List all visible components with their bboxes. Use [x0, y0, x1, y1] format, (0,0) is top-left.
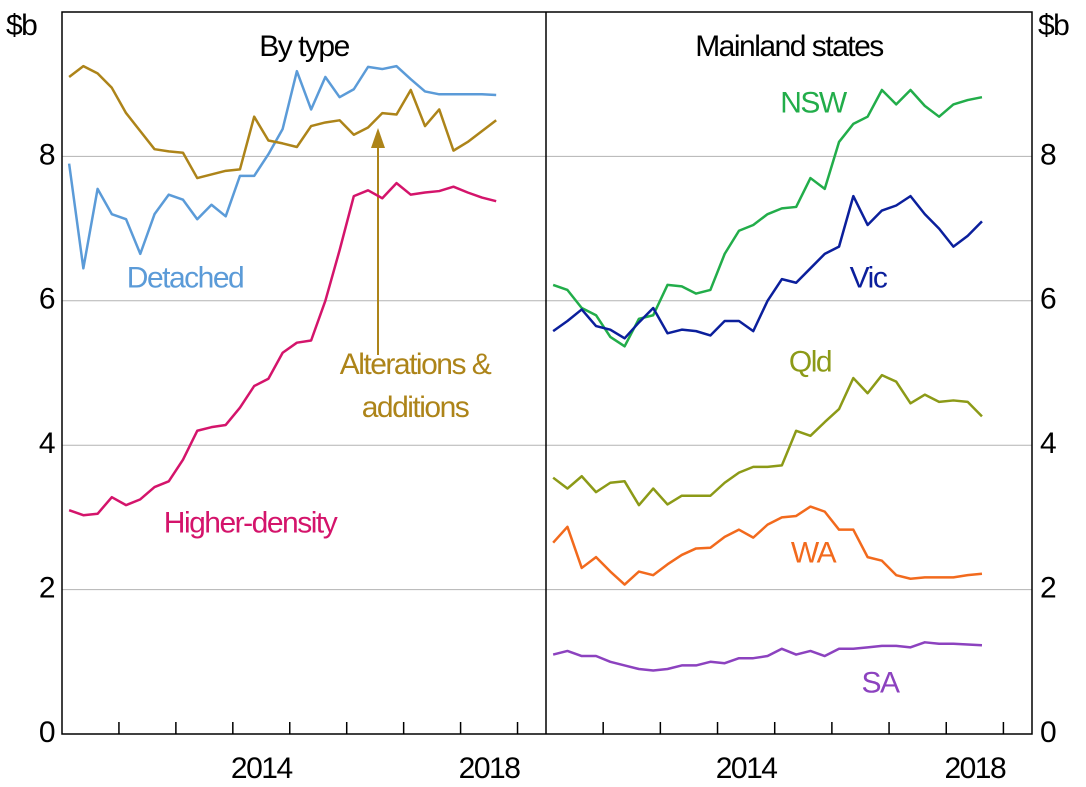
- series-label: WA: [790, 536, 837, 570]
- y-tick-label: 6: [1040, 283, 1056, 316]
- x-tick-label: 2018: [944, 752, 1006, 785]
- y-tick-label: 4: [39, 427, 55, 460]
- series-label: Detached: [126, 261, 245, 295]
- y-tick-label: 6: [39, 283, 55, 316]
- series-line: [552, 505, 983, 586]
- series-label: SA: [861, 666, 900, 700]
- x-tick-label: 2014: [716, 752, 778, 785]
- series-line: [552, 641, 983, 672]
- y-axis-label: $b: [1038, 9, 1069, 42]
- series-line: [68, 64, 497, 180]
- series-line: [552, 373, 983, 507]
- y-tick-label: 0: [39, 716, 55, 749]
- series-label: Qld: [788, 345, 833, 379]
- series-label: NSW: [780, 86, 847, 120]
- y-tick-label: 0: [1040, 716, 1056, 749]
- x-tick-label: 2018: [459, 752, 521, 785]
- y-tick-label: 8: [39, 138, 55, 171]
- series-label: Alterations & additions: [339, 348, 492, 424]
- series-line: [67, 64, 497, 270]
- series-label: Higher-density: [163, 506, 338, 540]
- plot-frame: [61, 11, 1033, 735]
- series-label: Vic: [849, 261, 888, 295]
- y-tick-label: 2: [1040, 572, 1056, 605]
- y-tick-label: 2: [39, 572, 55, 605]
- series-line: [68, 181, 497, 517]
- y-tick-label: 4: [1040, 427, 1056, 460]
- annotation-arrowhead: [371, 128, 385, 148]
- panel-title: By type: [259, 30, 349, 63]
- panel-title: Mainland states: [695, 30, 883, 63]
- y-axis-label: $b: [6, 9, 37, 42]
- x-tick-label: 2014: [231, 752, 293, 785]
- y-tick-label: 8: [1040, 138, 1056, 171]
- series-line: [552, 88, 983, 348]
- series-line: [552, 194, 983, 340]
